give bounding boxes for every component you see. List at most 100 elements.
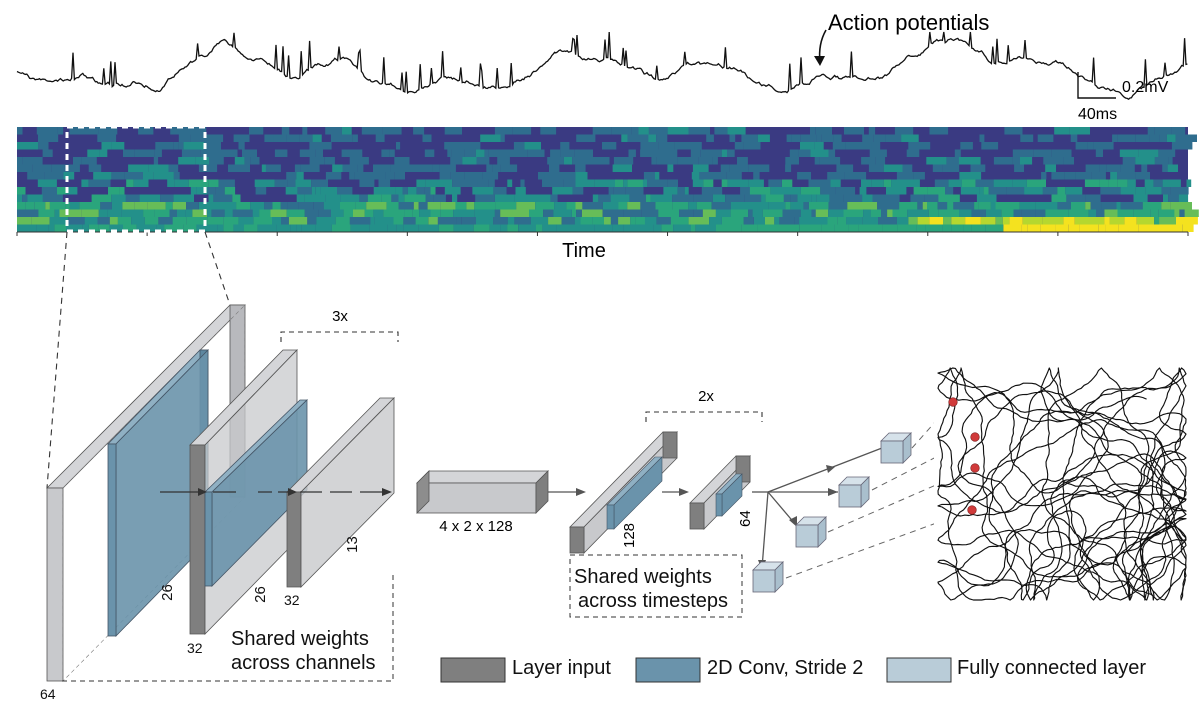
spectrogram-cell bbox=[576, 209, 582, 217]
spectrogram-cell bbox=[927, 187, 938, 195]
spectrogram-cell bbox=[859, 187, 867, 195]
spectrogram-cell bbox=[640, 142, 659, 150]
spectrogram-cell bbox=[734, 142, 744, 150]
spectrogram-cell bbox=[1096, 209, 1105, 217]
spectrogram-cell bbox=[299, 134, 313, 142]
spectrogram-cell bbox=[341, 127, 352, 135]
spectrogram-cell bbox=[892, 209, 908, 217]
spectrogram-cell bbox=[1117, 134, 1136, 142]
spectrogram-cell bbox=[169, 209, 177, 217]
spectrogram-cell bbox=[174, 179, 189, 187]
spectrogram-cell bbox=[814, 217, 828, 225]
spectrogram-cell bbox=[439, 172, 451, 180]
spectrogram-cell bbox=[547, 157, 564, 165]
spectrogram-cell bbox=[93, 172, 112, 180]
spectrogram-cell bbox=[233, 134, 250, 142]
spectrogram-cell bbox=[117, 217, 132, 225]
spectrogram-cell bbox=[798, 149, 811, 157]
spectrogram-cell bbox=[922, 202, 927, 210]
spectrogram-cell bbox=[337, 187, 353, 195]
spectrogram-cell bbox=[42, 149, 53, 157]
spectrogram-cell bbox=[1095, 149, 1103, 157]
spectrogram-cell bbox=[81, 157, 97, 165]
spectrogram-cell bbox=[122, 202, 135, 210]
spectrogram-cell bbox=[38, 142, 49, 150]
spectrogram-cell bbox=[846, 217, 863, 225]
spectrogram-cell bbox=[17, 142, 39, 150]
spectrogram-cell bbox=[497, 157, 510, 165]
spectrogram-cell bbox=[828, 149, 836, 157]
spectrogram-cell bbox=[954, 149, 961, 157]
spectrogram-cell bbox=[721, 179, 728, 187]
spectrogram-cell bbox=[814, 142, 824, 150]
spectrogram-cell bbox=[451, 149, 465, 157]
spectrogram-cell bbox=[1035, 202, 1058, 210]
spectrogram-cell bbox=[507, 217, 515, 225]
spectrogram-cell bbox=[650, 194, 673, 202]
spectrogram-cell bbox=[488, 149, 508, 157]
spectrogram-cell bbox=[314, 194, 325, 202]
spectrogram-cell bbox=[416, 187, 425, 195]
spectrogram-cell bbox=[960, 187, 980, 195]
spectrogram-cell bbox=[144, 217, 159, 225]
spectrogram-cell bbox=[359, 194, 368, 202]
spectrogram-cell bbox=[821, 224, 835, 232]
spectrogram-cell bbox=[404, 209, 413, 217]
fc-unit bbox=[752, 561, 784, 593]
spectrogram-cell bbox=[516, 202, 536, 210]
spectrogram-cell bbox=[625, 187, 630, 195]
spectrogram-cell bbox=[31, 217, 50, 225]
spectrogram-cell bbox=[862, 134, 874, 142]
spectrogram-cell bbox=[1142, 202, 1162, 210]
spectrogram-cell bbox=[887, 194, 900, 202]
spectrogram-cell bbox=[88, 164, 102, 172]
spectrogram-cell bbox=[913, 172, 925, 180]
spectrogram-cell bbox=[375, 134, 385, 142]
spectrogram-cell bbox=[1124, 217, 1137, 225]
spectrogram-cell bbox=[464, 172, 483, 180]
spectrogram-cell bbox=[1013, 179, 1027, 187]
spectrogram-cell bbox=[34, 202, 46, 210]
spectrogram-cell bbox=[938, 209, 959, 217]
spectrogram-cell bbox=[720, 164, 730, 172]
spectrogram-cell bbox=[88, 179, 111, 187]
spectrogram-cell bbox=[536, 224, 543, 232]
spectrogram-cell bbox=[153, 157, 159, 165]
trace-line bbox=[16, 31, 1188, 100]
spectrogram-cell bbox=[538, 172, 545, 180]
layer3-depth-label: 32 bbox=[284, 592, 300, 608]
spectrogram-cell bbox=[495, 202, 517, 210]
spectrogram-cell bbox=[527, 194, 547, 202]
spectrogram-cell bbox=[862, 217, 878, 225]
spectrogram-cell bbox=[41, 127, 58, 135]
spectrogram-cell bbox=[945, 187, 954, 195]
spectrogram-cell bbox=[837, 217, 847, 225]
spectrogram-cell bbox=[1163, 194, 1169, 202]
spectrogram-cell bbox=[1014, 164, 1024, 172]
spectrogram-cell bbox=[799, 224, 822, 232]
spectrogram-cell bbox=[836, 164, 854, 172]
spectrogram-cell bbox=[644, 217, 657, 225]
spectrogram-cell bbox=[993, 179, 1013, 187]
spectrogram-cell bbox=[1147, 127, 1155, 135]
spectrogram-cell bbox=[594, 179, 616, 187]
spectrogram-cell bbox=[1136, 217, 1155, 225]
spectrogram-cell bbox=[131, 217, 145, 225]
spectrogram-cell bbox=[452, 179, 467, 187]
spectrogram-cell bbox=[387, 224, 397, 232]
spectrogram-cell bbox=[398, 194, 405, 202]
spectrogram-cell bbox=[927, 202, 938, 210]
spectrogram-cell bbox=[965, 217, 981, 225]
spectrogram-cell bbox=[542, 224, 557, 232]
spectrogram-cell bbox=[1099, 179, 1109, 187]
spectrogram-cell bbox=[507, 224, 519, 232]
spectrogram-cell bbox=[630, 217, 636, 225]
spectrogram-cell bbox=[82, 224, 89, 232]
spectrogram-cell bbox=[380, 172, 386, 180]
spectrogram-cell bbox=[655, 202, 673, 210]
spectrogram-cell bbox=[476, 157, 490, 165]
spectrogram-cell bbox=[38, 134, 59, 142]
spectrogram-cell bbox=[1042, 217, 1064, 225]
spectrogram-cell bbox=[291, 172, 297, 180]
scale-bar bbox=[1077, 72, 1116, 99]
